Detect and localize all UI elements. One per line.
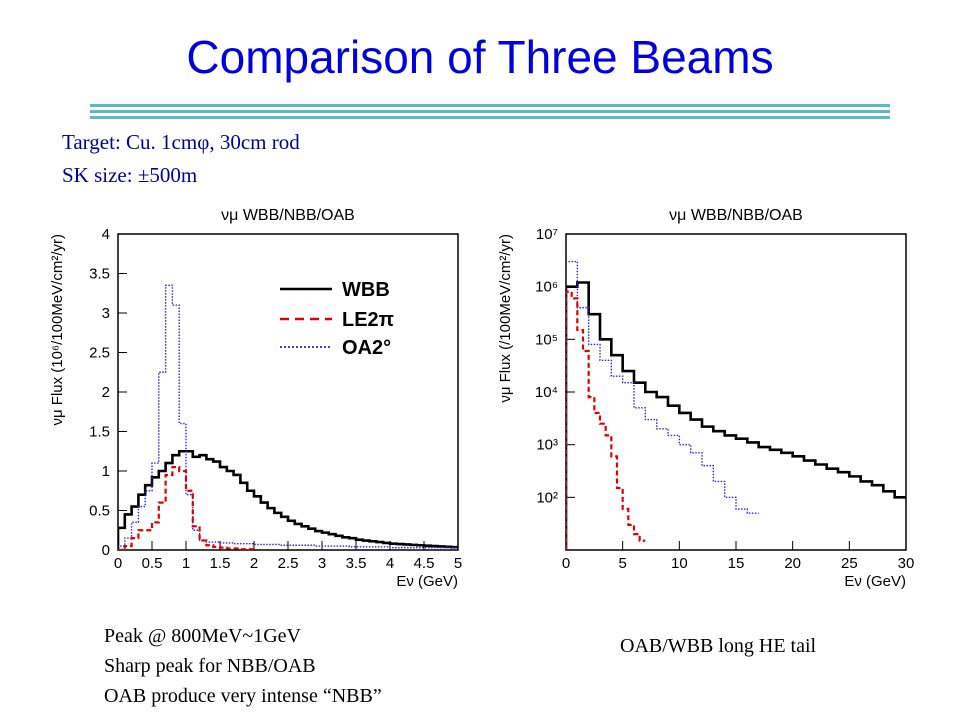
x-tick-label: 2.5 (278, 555, 299, 572)
title-divider-line (90, 110, 890, 113)
y-tick-label: 10³ (536, 437, 558, 454)
legend-label-wbb: WBB (342, 279, 390, 301)
x-axis-label: Eν (GeV) (844, 573, 906, 590)
y-tick-label: 3.5 (89, 266, 110, 283)
y-tick-label: 0.5 (89, 503, 110, 520)
legend-label-le2pi: LE2π (342, 309, 394, 331)
x-tick-label: 4.5 (414, 555, 435, 572)
y-axis-label: νμ Flux (10⁶/100MeV/cm²/yr) (49, 234, 66, 426)
title-divider-line (90, 116, 890, 119)
series-oa2-line (566, 260, 759, 550)
target-info: Target: Cu. 1cmφ, 30cm rod (62, 130, 300, 154)
x-tick-label: 5 (454, 555, 462, 572)
x-tick-label: 3.5 (346, 555, 367, 572)
note-peak: Peak @ 800MeV~1GeV (104, 625, 301, 647)
x-axis-label: Eν (GeV) (396, 573, 458, 590)
x-tick-label: 4 (386, 555, 394, 572)
chart-title: νμ WBB/NBB/OAB (669, 207, 803, 224)
y-axis-label: νμ Flux (/100MeV/cm²/yr) (497, 234, 514, 403)
y-tick-label: 3 (102, 305, 110, 322)
linear-flux-chart: νμ WBB/NBB/OAB 0 0.5 1 1.5 2 2.5 3 3.5 4 4.5 5 0 0.5 1… (49, 207, 462, 590)
y-tick-label: 1 (102, 463, 110, 480)
series-le2pi-line (566, 290, 646, 550)
y-tick-label: 10⁴ (535, 384, 558, 401)
x-tick-label: 0.5 (142, 555, 163, 572)
x-tick-label: 1 (182, 555, 190, 572)
x-tick-label: 2 (250, 555, 258, 572)
y-tick-label: 10⁶ (535, 279, 558, 296)
x-tick-label: 25 (841, 555, 858, 572)
y-tick-label: 10⁵ (535, 331, 558, 348)
y-tick-label: 0 (102, 542, 110, 559)
x-tick-label: 3 (318, 555, 326, 572)
y-tick-label: 10² (536, 489, 558, 506)
x-tick-label: 5 (618, 555, 626, 572)
legend-label-oa2: OA2° (342, 337, 391, 359)
chart-legend: WBB LE2π OA2° (280, 279, 394, 359)
y-tick-label: 2.5 (89, 345, 110, 362)
series-oa2-line (118, 284, 458, 550)
x-tick-label: 15 (728, 555, 745, 572)
x-tick-label: 10 (671, 555, 688, 572)
y-tick-label: 2 (102, 384, 110, 401)
title-divider-line (90, 104, 890, 107)
note-he-tail: OAB/WBB long HE tail (620, 635, 817, 657)
series-wbb-line (118, 449, 458, 550)
x-tick-label: 0 (114, 555, 122, 572)
plot-frame (117, 233, 459, 551)
series-wbb-line (566, 281, 906, 550)
note-sharp-peak: Sharp peak for NBB/OAB (104, 655, 316, 677)
x-tick-label: 1.5 (210, 555, 231, 572)
log-flux-chart: νμ WBB/NBB/OAB 0 5 10 15 20 25 30 10² 10³ 10⁴ 10⁵ 10… (497, 207, 915, 590)
x-tick-label: 30 (898, 555, 915, 572)
slide-title: Comparison of Three Beams (186, 31, 774, 83)
x-tick-label: 20 (784, 555, 801, 572)
y-tick-label: 4 (102, 226, 110, 243)
y-tick-label: 10⁷ (536, 226, 558, 243)
x-tick-label: 0 (562, 555, 570, 572)
note-intense-nbb: OAB produce very intense “NBB” (104, 685, 382, 707)
sk-size-info: SK size: ±500m (62, 163, 198, 187)
chart-title: νμ WBB/NBB/OAB (221, 207, 355, 224)
series-le2pi-line (118, 465, 254, 550)
y-tick-label: 1.5 (89, 424, 110, 441)
